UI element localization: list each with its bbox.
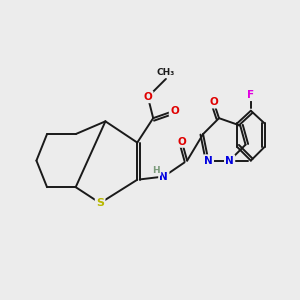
Text: O: O (209, 97, 218, 107)
Text: O: O (178, 136, 186, 146)
Text: F: F (247, 90, 254, 100)
Text: O: O (170, 106, 179, 116)
Text: N: N (159, 172, 168, 182)
Text: N: N (204, 156, 213, 166)
Text: O: O (143, 92, 152, 102)
Text: CH₃: CH₃ (157, 68, 175, 77)
Text: N: N (225, 156, 234, 166)
Text: H: H (153, 166, 160, 175)
Text: S: S (96, 198, 104, 208)
